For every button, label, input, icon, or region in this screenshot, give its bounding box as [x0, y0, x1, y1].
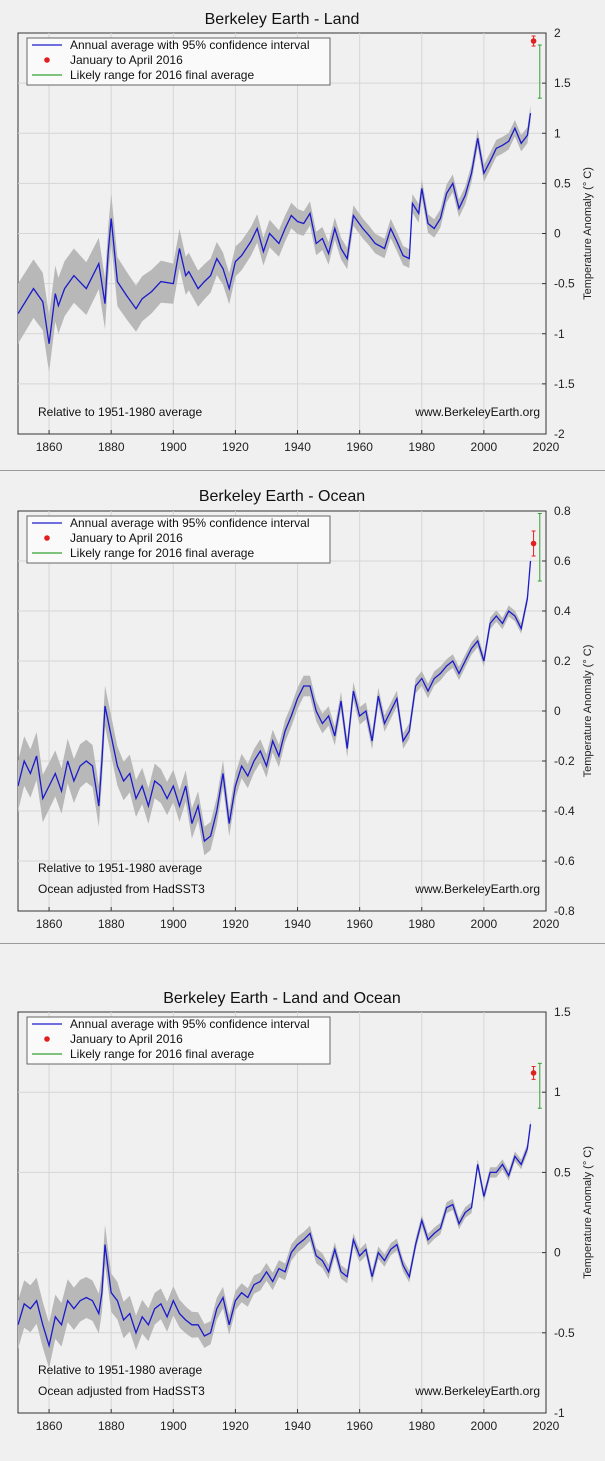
- y-tick-label: -0.4: [554, 804, 575, 818]
- legend-entry: Annual average with 95% confidence inter…: [70, 1017, 309, 1031]
- legend-entry: Likely range for 2016 final average: [70, 1047, 254, 1061]
- y-tick-label: -0.8: [554, 904, 575, 918]
- y-axis-label: Temperature Anomaly (° C): [582, 1146, 594, 1279]
- legend-entry: Annual average with 95% confidence inter…: [70, 516, 309, 530]
- x-tick-label: 2020: [533, 1419, 560, 1433]
- y-tick-label: -1: [554, 1406, 565, 1420]
- chart-ocean: 1860 1880 1900 1920 1940 1960 1980 2000 2020-0.8…: [17, 488, 594, 931]
- legend-entry: January to April 2016: [70, 531, 183, 545]
- x-tick-label: 1880: [98, 917, 125, 931]
- confidence-band: [18, 1119, 531, 1369]
- chart-title: Berkeley Earth - Land and Ocean: [163, 990, 400, 1007]
- watermark: www.BerkeleyEarth.org: [414, 405, 540, 419]
- chart-title: Berkeley Earth - Ocean: [199, 488, 365, 505]
- y-tick-label: 1.5: [554, 1005, 571, 1019]
- legend-box: [26, 1016, 331, 1065]
- x-tick-label: 1940: [284, 1419, 311, 1433]
- x-tick-label: 1880: [98, 440, 125, 454]
- watermark: www.BerkeleyEarth.org: [414, 1384, 540, 1398]
- chart-note: Ocean adjusted from HadSST3: [38, 1384, 205, 1398]
- y-tick-label: 0: [554, 227, 561, 241]
- y-tick-label: 0: [554, 704, 561, 718]
- legend-box: [26, 37, 331, 86]
- x-tick-label: 1980: [408, 440, 435, 454]
- x-tick-label: 1980: [408, 917, 435, 931]
- x-tick-label: 2020: [533, 440, 560, 454]
- x-tick-label: 1940: [284, 917, 311, 931]
- x-tick-label: 1900: [160, 1419, 187, 1433]
- legend-swatch-point: [44, 535, 50, 541]
- chart-land-ocean-panel: 1860 1880 1900 1920 1940 1960 1980 2000 2020 -1 -0…: [0, 944, 605, 1456]
- y-tick-label: 0: [554, 1246, 561, 1260]
- x-tick-label: 2000: [471, 1419, 498, 1433]
- legend-swatch-point: [44, 1036, 50, 1042]
- y-tick-label: 0.6: [554, 554, 571, 568]
- series-line: [17, 1124, 532, 1349]
- legend-entry: January to April 2016: [70, 1032, 183, 1046]
- y-tick-label: 0.4: [554, 604, 571, 618]
- legend-swatch-point: [44, 57, 50, 63]
- y-tick-label: -2: [554, 427, 565, 441]
- legend-entry: January to April 2016: [70, 53, 183, 67]
- x-tick-label: 1960: [346, 917, 373, 931]
- chart-note: Relative to 1951-1980 average: [38, 861, 202, 875]
- x-tick-label: 1920: [222, 440, 249, 454]
- chart-note: Ocean adjusted from HadSST3: [38, 882, 205, 896]
- x-tick-label: 1860: [36, 440, 63, 454]
- y-tick-label: -0.6: [554, 854, 575, 868]
- y-tick-label: 0.5: [554, 176, 571, 190]
- point-2016: [530, 540, 537, 547]
- legend-entry: Annual average with 95% confidence inter…: [70, 38, 309, 52]
- legend-entry: Likely range for 2016 final average: [70, 546, 254, 560]
- panel-divider: [0, 943, 605, 944]
- x-tick-label: 1880: [98, 1419, 125, 1433]
- chart-title: Berkeley Earth - Land: [205, 11, 360, 28]
- x-tick-label: 2000: [471, 440, 498, 454]
- chart-land: 1860 1880 1900 1920 1940 1960 1980 2000 2020-2 -1…: [17, 11, 594, 454]
- y-tick-label: 1.5: [554, 76, 571, 90]
- x-tick-label: 1940: [284, 440, 311, 454]
- series-line: [17, 113, 532, 344]
- y-tick-label: -1: [554, 327, 565, 341]
- y-tick-label: 2: [554, 26, 561, 40]
- plot-area: [17, 1011, 547, 1414]
- series-line: [17, 560, 532, 843]
- y-tick-label: -1.5: [554, 377, 575, 391]
- y-tick-label: 0.8: [554, 504, 571, 518]
- x-tick-label: 1900: [160, 440, 187, 454]
- chart-note: Relative to 1951-1980 average: [38, 1363, 202, 1377]
- x-tick-label: 1960: [346, 1419, 373, 1433]
- y-tick-label: -0.2: [554, 754, 575, 768]
- point-2016: [530, 1070, 537, 1076]
- x-tick-label: 1860: [36, 1419, 63, 1433]
- x-tick-label: 1980: [408, 1419, 435, 1433]
- chart-land-ocean: 1860 1880 1900 1920 1940 1960 1980 2000 2020-1 -0…: [17, 990, 594, 1433]
- chart-note: Relative to 1951-1980 average: [38, 405, 202, 419]
- y-tick-label: -0.5: [554, 277, 575, 291]
- x-tick-label: 1960: [346, 440, 373, 454]
- chart-ocean-panel: 1860 1880 1900 1920 1940 1960 1980 2000 2020 -0.8…: [0, 471, 605, 943]
- y-axis-label: Temperature Anomaly (° C): [582, 645, 594, 778]
- y-tick-label: 1: [554, 126, 561, 140]
- y-axis-label: Temperature Anomaly (° C): [582, 167, 594, 300]
- y-tick-label: 0.2: [554, 654, 571, 668]
- y-tick-label: 0.5: [554, 1165, 571, 1179]
- x-tick-label: 1900: [160, 917, 187, 931]
- x-tick-label: 2020: [533, 917, 560, 931]
- x-tick-label: 1920: [222, 1419, 249, 1433]
- point-2016: [530, 38, 537, 44]
- y-tick-label: -0.5: [554, 1326, 575, 1340]
- panel-divider: [0, 470, 605, 471]
- x-tick-label: 1920: [222, 917, 249, 931]
- x-tick-label: 1860: [36, 917, 63, 931]
- legend-box: [26, 515, 331, 564]
- y-tick-label: 1: [554, 1085, 561, 1099]
- x-tick-label: 2000: [471, 917, 498, 931]
- legend-entry: Likely range for 2016 final average: [70, 68, 254, 82]
- chart-land-panel: 1860 1880 1900 1920 1940 1960 1980 2000 2020 -2 -1…: [0, 0, 605, 470]
- watermark: www.BerkeleyEarth.org: [414, 882, 540, 896]
